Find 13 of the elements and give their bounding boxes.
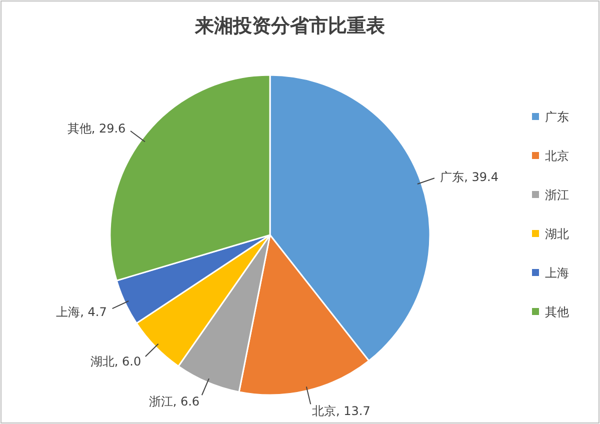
legend-label: 湖北	[545, 227, 569, 241]
data-label: 广东, 39.4	[440, 170, 498, 184]
legend-label: 其他	[545, 305, 569, 319]
legend-label: 浙江	[545, 188, 569, 202]
data-label: 浙江, 6.6	[148, 394, 200, 409]
data-label: 其他, 29.6	[67, 121, 126, 136]
data-label: 上海, 4.7	[56, 305, 107, 320]
data-label: 北京, 13.7	[312, 404, 370, 418]
chart-title: 来湘投资分省市比重表	[194, 15, 386, 37]
legend-label: 北京	[545, 149, 569, 163]
legend-label: 广东	[545, 110, 569, 124]
legend-label: 上海	[545, 266, 569, 280]
data-label: 湖北, 6.0	[90, 354, 142, 369]
